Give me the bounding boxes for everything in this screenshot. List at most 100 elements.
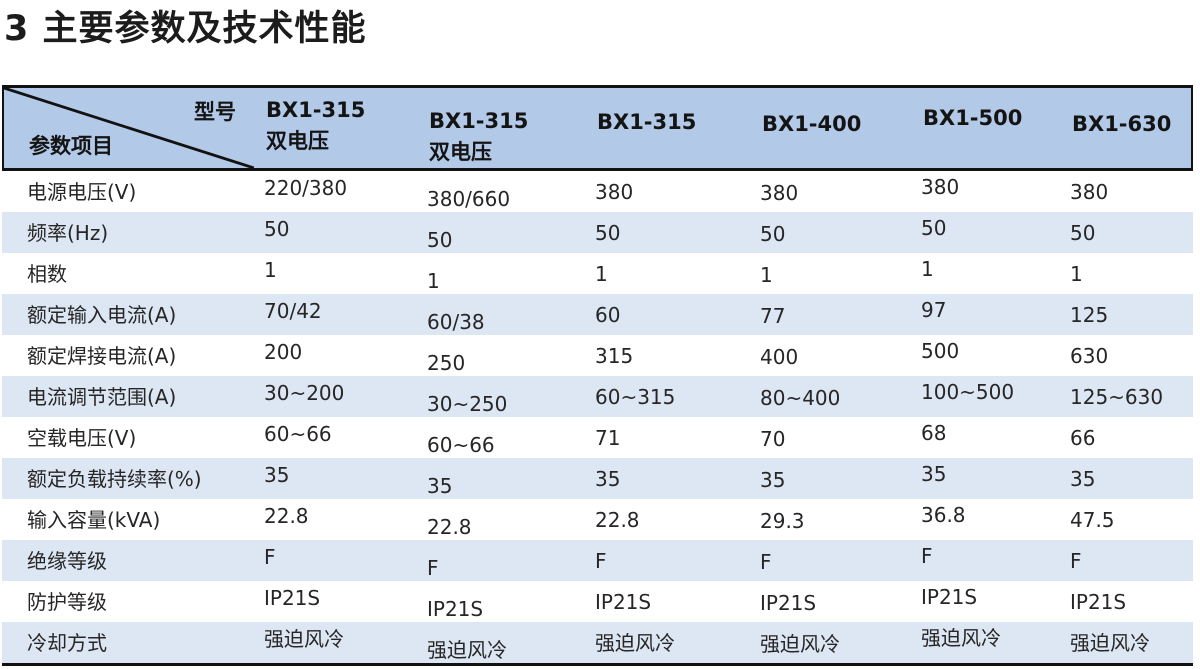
- corner-label-model: 型号: [194, 100, 236, 124]
- value-cell: 60~315: [595, 384, 676, 409]
- value-cell: 380: [760, 180, 799, 205]
- value-cell: 380: [1070, 179, 1109, 204]
- value-cell: 70/42: [264, 298, 322, 323]
- value-cell: 35: [1070, 466, 1096, 491]
- value-cell: IP21S: [1070, 589, 1127, 614]
- table-row: 电流调节范围(A) 30~200 30~250 60~315 80~400 100~500…: [2, 376, 1193, 417]
- table-row: 绝缘等级 F F F F F F: [2, 540, 1193, 581]
- value-cell: 77: [760, 303, 786, 328]
- value-cell: 68: [921, 420, 947, 445]
- value-cell: IP21S: [760, 590, 817, 615]
- value-cell: 80~400: [760, 385, 841, 410]
- value-cell: 29.3: [760, 508, 805, 533]
- table-row: 空载电压(V) 60~66 60~66 71 70 68 66: [2, 417, 1193, 458]
- diagonal-divider: [4, 88, 254, 168]
- column-header-label: BX1-315: [597, 109, 697, 134]
- value-cell: 50: [921, 215, 947, 240]
- value-cell: 36.8: [921, 502, 966, 527]
- column-header: BX1-315: [589, 82, 754, 162]
- corner-label-param: 参数项目: [29, 134, 113, 158]
- column-header-label: BX1-500: [923, 105, 1023, 130]
- spec-table: 型号 参数项目 BX1-315 双电压 BX1-315 双电压 BX1-315 BX1-4…: [2, 85, 1193, 666]
- param-label-cell: 额定输入电流(A): [27, 302, 177, 327]
- column-header-label: BX1-315: [266, 98, 366, 122]
- value-cell: 50: [760, 221, 786, 246]
- column-header-label: BX1-400: [762, 111, 862, 136]
- column-header-label: BX1-315: [429, 109, 529, 133]
- value-cell: 35: [595, 466, 621, 491]
- value-cell: 强迫风冷: [264, 626, 344, 651]
- value-cell: 200: [264, 339, 303, 364]
- value-cell: 250: [427, 350, 466, 375]
- table-row: 相数 1 1 1 1 1 1: [2, 253, 1193, 294]
- value-cell: 30~200: [264, 380, 345, 405]
- value-cell: IP21S: [427, 596, 484, 621]
- value-cell: IP21S: [921, 584, 978, 609]
- table-row: 额定负载持续率(%) 35 35 35 35 35 35: [2, 458, 1193, 499]
- value-cell: 强迫风冷: [1070, 630, 1150, 655]
- param-label-cell: 电源电压(V): [27, 179, 137, 204]
- value-cell: 66: [1070, 425, 1096, 450]
- table-row: 额定输入电流(A) 70/42 60/38 60 77 97 125: [2, 294, 1193, 335]
- value-cell: 强迫风冷: [427, 637, 507, 662]
- value-cell: 强迫风冷: [921, 625, 1001, 650]
- column-header: BX1-315 双电压: [254, 86, 419, 166]
- value-cell: 1: [760, 262, 773, 287]
- value-cell: 强迫风冷: [595, 630, 675, 655]
- value-cell: F: [595, 548, 607, 573]
- value-cell: F: [427, 555, 439, 580]
- param-label-cell: 防护等级: [27, 589, 107, 614]
- value-cell: 630: [1070, 343, 1109, 368]
- param-label-cell: 冷却方式: [27, 630, 107, 655]
- value-cell: 97: [921, 297, 947, 322]
- value-cell: F: [760, 549, 772, 574]
- param-label-cell: 绝缘等级: [27, 548, 107, 573]
- value-cell: F: [1070, 548, 1082, 573]
- value-cell: 380/660: [427, 186, 511, 211]
- param-label-cell: 输入容量(kVA): [27, 507, 161, 532]
- param-label-cell: 额定负载持续率(%): [27, 466, 202, 491]
- value-cell: 100~500: [921, 379, 1015, 404]
- value-cell: 22.8: [595, 507, 640, 532]
- value-cell: 220/380: [264, 175, 348, 200]
- column-header-sublabel: 双电压: [266, 129, 329, 153]
- value-cell: 500: [921, 338, 960, 363]
- value-cell: 315: [595, 343, 634, 368]
- value-cell: F: [921, 543, 933, 568]
- value-cell: 35: [427, 473, 453, 498]
- value-cell: 50: [427, 227, 453, 252]
- value-cell: 60~66: [427, 432, 495, 457]
- column-header: BX1-500: [914, 78, 1064, 158]
- table-row: 频率(Hz) 50 50 50 50 50 50: [2, 212, 1193, 253]
- value-cell: 1: [427, 268, 440, 293]
- value-cell: 60~66: [264, 421, 332, 446]
- value-cell: 30~250: [427, 391, 508, 416]
- header-corner-cell: 型号 参数项目: [4, 88, 254, 168]
- value-cell: IP21S: [595, 589, 652, 614]
- param-label-cell: 空载电压(V): [27, 425, 137, 450]
- value-cell: 强迫风冷: [760, 631, 840, 656]
- value-cell: 1: [595, 261, 608, 286]
- value-cell: 60/38: [427, 309, 485, 334]
- value-cell: F: [264, 544, 276, 569]
- table-row: 额定焊接电流(A) 200 250 315 400 500 630: [2, 335, 1193, 376]
- value-cell: 50: [264, 216, 290, 241]
- value-cell: 50: [595, 220, 621, 245]
- value-cell: 125~630: [1070, 384, 1164, 409]
- value-cell: 71: [595, 425, 621, 450]
- value-cell: 125: [1070, 302, 1109, 327]
- column-header: BX1-315 双电压: [419, 97, 589, 177]
- table-header: 型号 参数项目 BX1-315 双电压 BX1-315 双电压 BX1-315 BX1-4…: [2, 85, 1193, 171]
- value-cell: 1: [264, 257, 277, 282]
- table-row: 防护等级 IP21S IP21S IP21S IP21S IP21S IP21S: [2, 581, 1193, 622]
- table-row: 冷却方式 强迫风冷 强迫风冷 强迫风冷 强迫风冷 强迫风冷 强迫风冷: [2, 622, 1193, 666]
- value-cell: 22.8: [427, 514, 472, 539]
- value-cell: 35: [264, 462, 290, 487]
- table-body: 电源电压(V) 220/380 380/660 380 380 380 380 频率(Hz) 5…: [2, 171, 1193, 666]
- value-cell: 35: [760, 467, 786, 492]
- param-label-cell: 额定焊接电流(A): [27, 343, 177, 368]
- table-row: 输入容量(kVA) 22.8 22.8 22.8 29.3 36.8 47.5: [2, 499, 1193, 540]
- value-cell: 22.8: [264, 503, 309, 528]
- value-cell: 1: [1070, 261, 1083, 286]
